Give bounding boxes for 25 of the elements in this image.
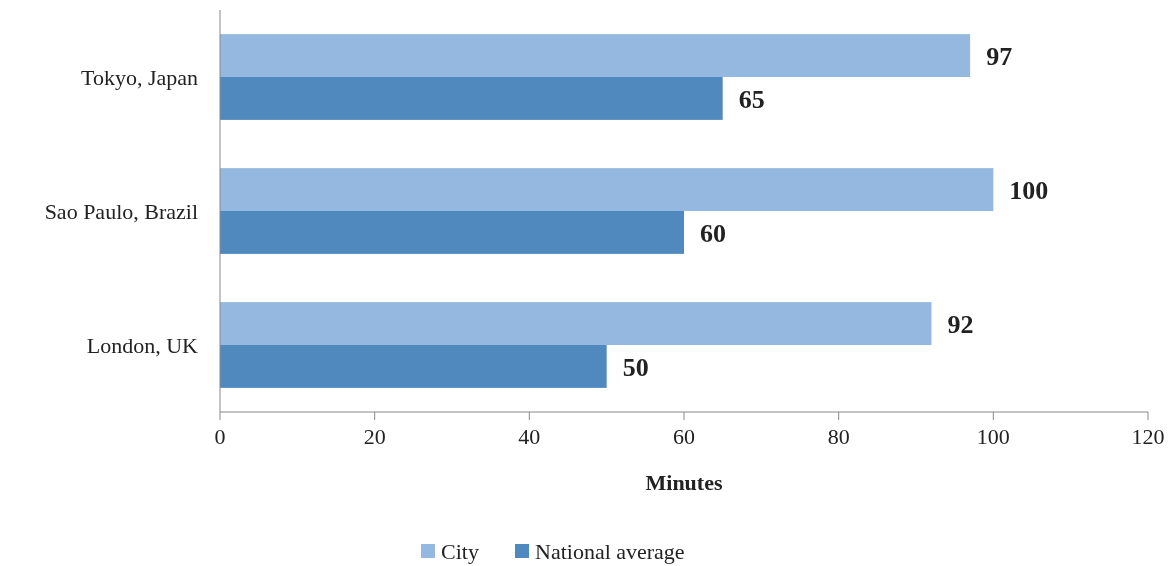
y-tick-label: Sao Paulo, Brazil: [44, 198, 198, 224]
bar: [220, 77, 723, 120]
y-tick-label: London, UK: [86, 332, 199, 358]
data-label: 65: [738, 84, 765, 114]
bar: [220, 34, 971, 77]
x-tick-label: 100: [976, 424, 1010, 449]
y-tick-label: Tokyo, Japan: [81, 64, 198, 90]
data-label: 60: [700, 218, 726, 248]
legend-label: City: [441, 538, 479, 564]
x-tick-label: 120: [1131, 424, 1165, 449]
x-tick-label: 0: [214, 424, 226, 449]
x-tick-label: 60: [673, 424, 695, 449]
legend-label: National average: [535, 538, 685, 564]
x-tick-label: 80: [827, 424, 850, 449]
data-label: 100: [1009, 175, 1049, 205]
x-tick-label: 40: [518, 424, 541, 449]
x-tick-label: 20: [363, 424, 386, 449]
bar: [220, 302, 932, 345]
data-label: 50: [622, 352, 649, 382]
data-label: 92: [947, 309, 974, 339]
bar: [220, 345, 607, 388]
data-label: 97: [986, 41, 1013, 71]
bar: [220, 168, 994, 211]
bar: [220, 211, 684, 254]
x-axis-title: Minutes: [645, 470, 723, 495]
